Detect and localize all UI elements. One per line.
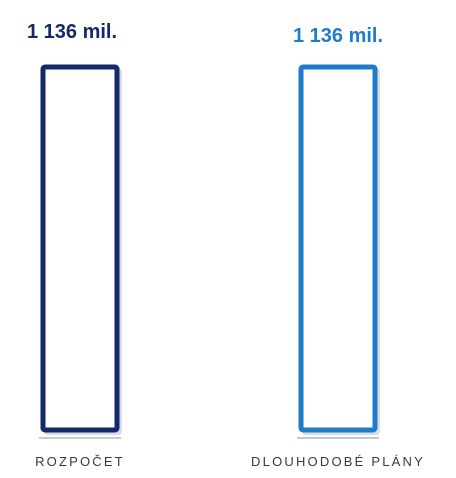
- category-label-1: ROZPOČET: [35, 454, 125, 469]
- category-label-2: DLOUHODOBÉ PLÁNY: [251, 454, 425, 469]
- bar-1: [40, 64, 120, 433]
- bar-2: [298, 64, 378, 433]
- value-label-2: 1 136 mil.: [293, 25, 383, 47]
- value-label-1: 1 136 mil.: [27, 21, 117, 43]
